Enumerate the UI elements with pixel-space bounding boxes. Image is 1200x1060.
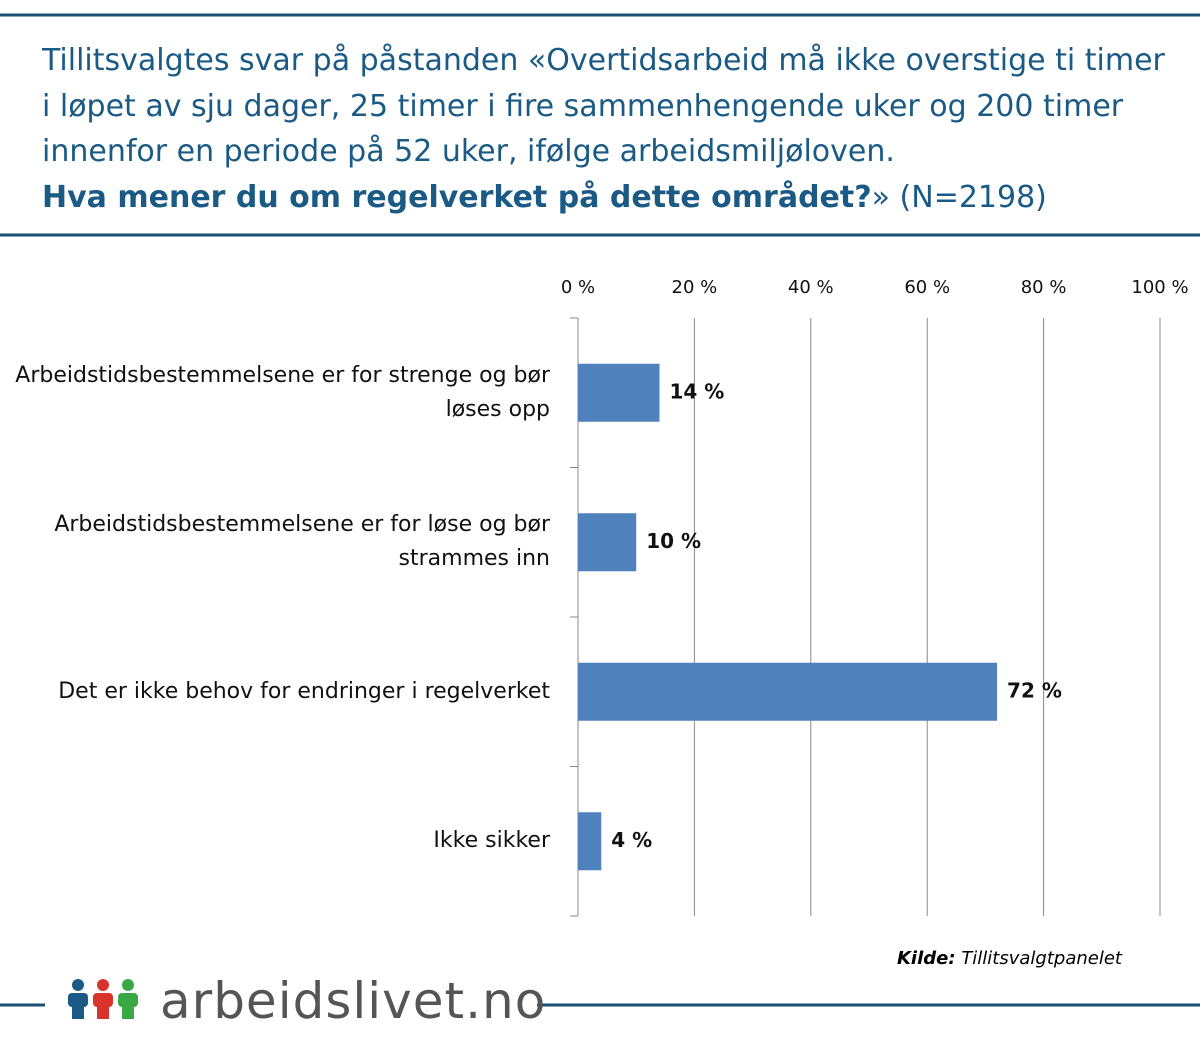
x-tick-label: 0 % [561,277,595,298]
question: Hva mener du om regelverket på dette omr… [42,179,872,215]
source-text: Tillitsvalgtpanelet [961,948,1122,969]
value-label: 10 % [646,529,701,553]
x-tick-label: 20 % [672,277,718,298]
value-label: 14 % [669,379,724,403]
y-tick-label: Arbeidstidsbestemmelsene er for løse og … [54,512,550,572]
y-tick-label: Ikke sikker [433,828,550,854]
value-label: 72 % [1007,678,1062,702]
y-tick-label: Det er ikke behov for endringer i regelv… [58,678,550,704]
brand: arbeidslivet.no [160,972,547,1030]
x-tick-label: 80 % [1021,277,1067,298]
value-label: 4 % [611,828,652,852]
chart-title: Tillitsvalgtes svar på påstanden «Overti… [42,38,1182,220]
bar [578,363,660,422]
source-label: Kilde: [896,948,956,969]
x-tick-label: 60 % [904,277,950,298]
source: Kilde: Tillitsvalgtpanelet [897,948,1122,969]
bar [578,513,637,572]
y-tick-label: Arbeidstidsbestemmelsene er for strenge … [15,362,550,422]
x-tick-label: 100 % [1131,277,1188,298]
bar [578,662,998,721]
logo-icon [68,979,138,1019]
x-tick-label: 40 % [788,277,834,298]
title-suffix: » (N=2198) [871,179,1047,215]
bar [578,812,602,871]
title-text: Tillitsvalgtes svar på påstanden «Overti… [42,43,1165,169]
